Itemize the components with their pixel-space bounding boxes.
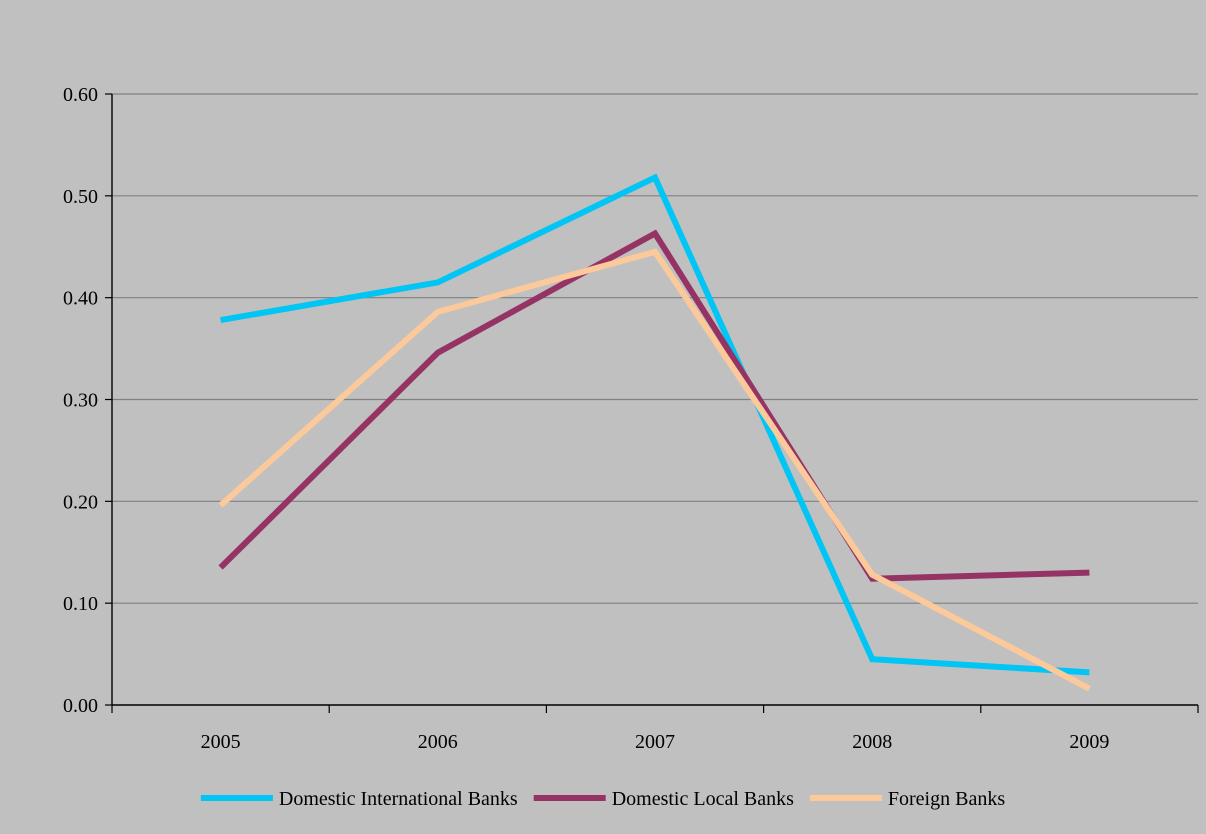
series-line	[218, 229, 1090, 582]
axes	[105, 93, 1199, 713]
legend-label: Foreign Banks	[888, 788, 1005, 810]
legend-label: Domestic Local Banks	[612, 788, 794, 810]
gridlines	[112, 93, 1198, 604]
y-tick-label: 0.30	[63, 390, 98, 412]
x-axis-tick-labels: 2005 2006 2007 2008 2009	[201, 731, 1110, 753]
x-tick-label: 2006	[418, 731, 458, 753]
x-tick-label: 2008	[852, 731, 892, 753]
series-line	[220, 173, 1090, 676]
series-line	[218, 248, 1091, 692]
y-axis-tick-labels: 0.00 0.10 0.20 0.30 0.40 0.50 0.60	[63, 84, 98, 717]
y-tick-label: 0.10	[63, 593, 98, 615]
y-tick-label: 0.00	[63, 695, 98, 717]
legend: Domestic International Banks Domestic Loc…	[200, 788, 1005, 810]
x-tick-label: 2005	[201, 731, 241, 753]
y-tick-label: 0.40	[63, 288, 98, 310]
series-lines	[218, 173, 1091, 692]
y-tick-label: 0.50	[63, 186, 98, 208]
x-tick-label: 2007	[635, 731, 675, 753]
y-tick-label: 0.60	[63, 84, 98, 106]
y-tick-label: 0.20	[63, 491, 98, 513]
legend-label: Domestic International Banks	[279, 788, 518, 810]
x-tick-label: 2009	[1069, 731, 1109, 753]
